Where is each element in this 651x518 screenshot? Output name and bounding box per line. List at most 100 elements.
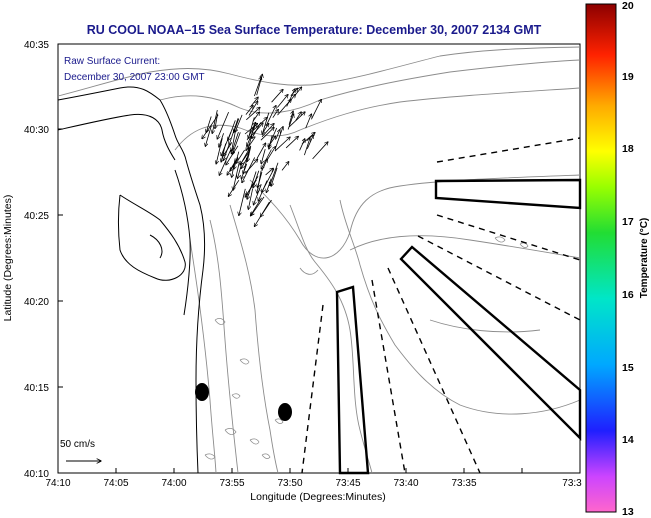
current-vector bbox=[295, 112, 302, 121]
y-tick-label: 40:10 bbox=[24, 469, 49, 480]
current-vector bbox=[221, 143, 227, 163]
current-vector bbox=[274, 127, 283, 149]
current-vector bbox=[248, 124, 255, 149]
bathymetry-contours bbox=[57, 46, 581, 474]
x-tick-label: 73:40 bbox=[393, 478, 418, 489]
current-vector bbox=[260, 127, 274, 141]
colorbar-tick: 16 bbox=[622, 289, 634, 301]
y-tick-label: 40:35 bbox=[24, 40, 49, 51]
current-vector bbox=[268, 136, 275, 146]
current-vector bbox=[246, 122, 256, 141]
current-vector bbox=[248, 101, 258, 116]
current-vector bbox=[250, 197, 262, 216]
current-vector bbox=[272, 109, 279, 118]
current-vector bbox=[306, 135, 313, 149]
current-vector bbox=[246, 107, 260, 121]
current-vector bbox=[205, 125, 212, 147]
current-vector bbox=[271, 167, 278, 186]
colorbar-tick: 20 bbox=[622, 0, 634, 12]
colorbar-tick: 17 bbox=[622, 216, 634, 228]
x-axis-label: Longitude (Degrees:Minutes) bbox=[250, 491, 385, 503]
colorbar-tick: 19 bbox=[622, 71, 634, 83]
current-vector bbox=[247, 124, 256, 146]
current-vector bbox=[312, 142, 328, 160]
x-tick-label: 73:55 bbox=[219, 478, 244, 489]
surface-current-vectors bbox=[202, 74, 328, 226]
current-vector bbox=[233, 162, 240, 191]
y-tick-label: 40:15 bbox=[24, 383, 49, 394]
current-vector bbox=[266, 178, 272, 193]
current-vector bbox=[253, 170, 260, 188]
current-vector bbox=[261, 159, 268, 172]
current-vector bbox=[244, 159, 257, 174]
current-vector bbox=[236, 149, 245, 163]
current-vector bbox=[299, 139, 305, 151]
x-tick-label: 73:3 bbox=[562, 478, 582, 489]
current-vector bbox=[281, 162, 289, 171]
current-vector bbox=[251, 117, 267, 132]
scale-label: 50 cm/s bbox=[60, 439, 95, 450]
current-vector bbox=[206, 116, 212, 133]
y-tick-label: 40:20 bbox=[24, 297, 49, 308]
colorbar-tick: 13 bbox=[622, 506, 634, 518]
temperature-colorbar: 20 19 18 17 16 15 14 13 Temperature (°C) bbox=[585, 0, 650, 518]
current-vector bbox=[232, 131, 236, 151]
current-timestamp: December 30, 2007 23:00 GMT bbox=[64, 72, 205, 83]
current-vector bbox=[285, 136, 298, 149]
x-axis: 74:10 74:05 74:00 73:55 73:50 73:45 73:4… bbox=[45, 468, 582, 503]
y-tick-label: 40:25 bbox=[24, 211, 49, 222]
radar-beam-boundaries bbox=[301, 137, 581, 474]
x-tick-label: 73:50 bbox=[277, 478, 302, 489]
current-vector bbox=[217, 111, 229, 139]
plot-background bbox=[57, 43, 581, 474]
current-vector bbox=[219, 133, 224, 147]
current-vector bbox=[239, 188, 246, 216]
current-vector bbox=[229, 118, 239, 145]
current-vector bbox=[241, 163, 248, 179]
current-vector bbox=[254, 77, 261, 97]
colorbar-tick: 15 bbox=[622, 362, 634, 374]
current-vector bbox=[262, 123, 269, 134]
y-axis: 40:35 40:30 40:25 40:20 40:15 40:10 Lati… bbox=[2, 40, 63, 480]
current-vector bbox=[266, 146, 276, 161]
current-vector bbox=[252, 123, 264, 135]
current-vector bbox=[235, 114, 243, 132]
current-vector bbox=[256, 143, 266, 159]
current-vector bbox=[252, 112, 260, 122]
contour-noise bbox=[204, 236, 529, 460]
current-vector bbox=[223, 143, 230, 160]
x-tick-label: 74:10 bbox=[45, 478, 70, 489]
current-vector bbox=[261, 124, 274, 138]
current-vector bbox=[274, 137, 290, 152]
x-tick-label: 73:45 bbox=[335, 478, 360, 489]
x-tick-label: 73:35 bbox=[451, 478, 476, 489]
current-vector bbox=[216, 138, 223, 164]
current-vector bbox=[250, 97, 259, 107]
current-vector bbox=[293, 87, 301, 97]
current-vector bbox=[257, 170, 262, 194]
current-vector bbox=[304, 138, 310, 156]
y-tick-label: 40:30 bbox=[24, 125, 49, 136]
current-vector bbox=[277, 99, 292, 116]
current-vector bbox=[289, 112, 305, 127]
current-vector bbox=[261, 148, 266, 164]
colorbar-label: Temperature (°C) bbox=[639, 218, 650, 299]
current-vector bbox=[215, 113, 219, 129]
current-vector bbox=[277, 95, 288, 108]
map-plot-area bbox=[57, 43, 582, 475]
current-vector bbox=[226, 145, 239, 165]
x-tick-label: 74:00 bbox=[161, 478, 186, 489]
current-vector bbox=[260, 199, 272, 217]
colorbar-tick: 18 bbox=[622, 143, 634, 155]
current-vector bbox=[253, 184, 262, 205]
current-vector bbox=[247, 146, 252, 162]
current-vector bbox=[232, 158, 236, 177]
current-vector bbox=[265, 168, 274, 176]
current-vector bbox=[240, 151, 250, 165]
y-axis-label: Latitude (Degrees:Minutes) bbox=[2, 195, 14, 322]
map-title: RU COOL NOAA–15 Sea Surface Temperature:… bbox=[87, 23, 542, 37]
current-vector bbox=[305, 114, 312, 129]
current-vector bbox=[271, 89, 284, 103]
current-vector bbox=[290, 88, 298, 96]
station-marker bbox=[278, 403, 292, 421]
